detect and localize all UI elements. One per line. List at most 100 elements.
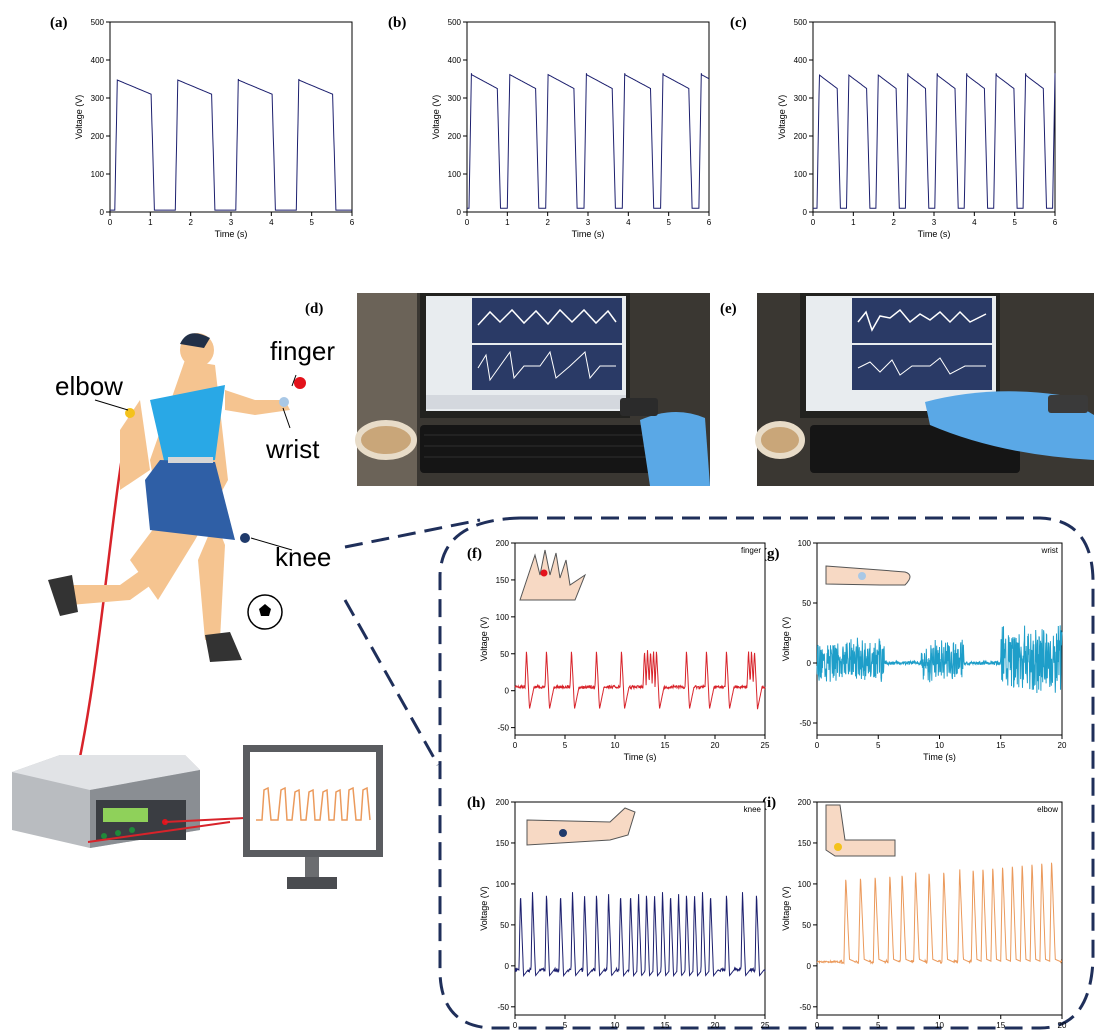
panel-label-a: (a) <box>50 15 68 31</box>
x-tick-label: 20 <box>711 1021 720 1030</box>
knee-label: knee <box>275 542 331 572</box>
x-tick-label: 2 <box>188 218 193 227</box>
x-tick-label: 0 <box>108 218 113 227</box>
x-tick-label: 25 <box>761 741 770 750</box>
y-tick-label: 50 <box>802 921 811 930</box>
y-tick-label: 0 <box>505 962 510 971</box>
x-tick-label: 3 <box>932 218 937 227</box>
panel-label-f: (f) <box>467 546 482 562</box>
x-axis-label: Time (s) <box>923 752 956 762</box>
y-axis-label: Voltage (V) <box>74 95 84 140</box>
x-tick-label: 0 <box>815 1021 820 1030</box>
x-tick-label: 0 <box>513 741 518 750</box>
x-tick-label: 2 <box>891 218 896 227</box>
x-tick-label: 0 <box>513 1021 518 1030</box>
x-tick-label: 15 <box>996 741 1005 750</box>
y-tick-label: 0 <box>807 962 812 971</box>
series-line <box>816 625 1063 694</box>
x-tick-label: 1 <box>148 218 153 227</box>
y-tick-label: 50 <box>500 650 509 659</box>
x-tick-label: 25 <box>761 1021 770 1030</box>
legend-label: knee <box>744 805 762 814</box>
x-tick-label: 10 <box>935 741 944 750</box>
chart-c: 0 1 2 3 4 5 6 0 100 200 300 400 500 Time (s) Voltage (… <box>777 18 1058 239</box>
x-axis-label: Time (s) <box>918 229 951 239</box>
x-tick-label: 4 <box>269 218 274 227</box>
y-tick-label: 50 <box>802 599 811 608</box>
series-line <box>816 862 1063 965</box>
chart-g: 0 5 10 15 20 -50 0 50 100 Time (s) Voltage (V) wris… <box>781 539 1067 762</box>
arm-inset-icon <box>825 804 896 857</box>
panel-label-g: (g) <box>762 546 780 562</box>
series-line <box>813 73 1056 209</box>
y-tick-label: 300 <box>794 94 808 103</box>
y-tick-label: 0 <box>100 208 105 217</box>
panel-label-i: (i) <box>762 795 776 811</box>
y-tick-label: 100 <box>448 170 462 179</box>
x-tick-label: 1 <box>505 218 510 227</box>
y-tick-label: 100 <box>798 539 812 548</box>
x-tick-label: 3 <box>229 218 234 227</box>
y-tick-label: 300 <box>448 94 462 103</box>
generator-device <box>12 755 246 848</box>
y-axis-label: Voltage (V) <box>781 886 791 931</box>
x-tick-label: 5 <box>666 218 671 227</box>
chart-f: 0 5 10 15 20 25 -50 0 50 100 150 200 Time (s) Voltage… <box>479 539 770 762</box>
y-tick-label: -50 <box>799 1003 811 1012</box>
x-tick-label: 15 <box>661 1021 670 1030</box>
x-tick-label: 6 <box>350 218 355 227</box>
y-tick-label: 0 <box>807 659 812 668</box>
series-line <box>467 73 710 209</box>
y-tick-label: 200 <box>91 132 105 141</box>
y-axis-label: Voltage (V) <box>479 886 489 931</box>
leg-inset-icon <box>526 807 636 846</box>
y-axis-label: Voltage (V) <box>781 617 791 662</box>
panel-label-e: (e) <box>720 301 737 317</box>
x-axis-label: Time (s) <box>215 229 248 239</box>
x-tick-label: 0 <box>465 218 470 227</box>
chart-frame <box>816 801 1063 1016</box>
x-tick-label: 5 <box>876 741 881 750</box>
y-tick-label: -50 <box>497 724 509 733</box>
wrist-label: wrist <box>265 434 320 464</box>
x-tick-label: 5 <box>309 218 314 227</box>
x-axis-label: Time (s) <box>624 752 657 762</box>
panel-label-h: (h) <box>467 795 485 811</box>
y-tick-label: 300 <box>91 94 105 103</box>
wrist-inset-icon <box>825 565 911 586</box>
series-line <box>514 892 766 978</box>
y-tick-label: 100 <box>496 880 510 889</box>
y-tick-label: 500 <box>448 18 462 27</box>
chart-frame <box>109 21 353 213</box>
runner-illustration <box>48 333 306 821</box>
x-tick-label: 5 <box>1012 218 1017 227</box>
legend-label: finger <box>741 546 761 555</box>
legend-label: wrist <box>1041 546 1059 555</box>
x-tick-label: 2 <box>545 218 550 227</box>
y-axis-label: Voltage (V) <box>777 95 787 140</box>
y-axis-label: Voltage (V) <box>479 617 489 662</box>
x-tick-label: 6 <box>1053 218 1058 227</box>
chart-frame <box>812 21 1056 213</box>
x-tick-label: 0 <box>811 218 816 227</box>
finger-label: finger <box>270 336 335 366</box>
y-tick-label: 150 <box>496 839 510 848</box>
y-tick-label: 200 <box>798 798 812 807</box>
y-tick-label: -50 <box>497 1003 509 1012</box>
x-tick-label: 15 <box>661 741 670 750</box>
x-tick-label: 10 <box>611 741 620 750</box>
y-tick-label: 200 <box>794 132 808 141</box>
zoom-callout <box>343 516 1095 1030</box>
x-tick-label: 5 <box>563 741 568 750</box>
y-tick-label: 200 <box>496 539 510 548</box>
y-tick-label: 0 <box>505 687 510 696</box>
x-tick-label: 20 <box>711 741 720 750</box>
y-tick-label: 0 <box>457 208 462 217</box>
y-tick-label: 400 <box>448 56 462 65</box>
y-tick-label: 50 <box>500 921 509 930</box>
y-tick-label: 500 <box>794 18 808 27</box>
x-axis-label: Time (s) <box>572 229 605 239</box>
y-tick-label: 400 <box>794 56 808 65</box>
x-tick-label: 4 <box>626 218 631 227</box>
